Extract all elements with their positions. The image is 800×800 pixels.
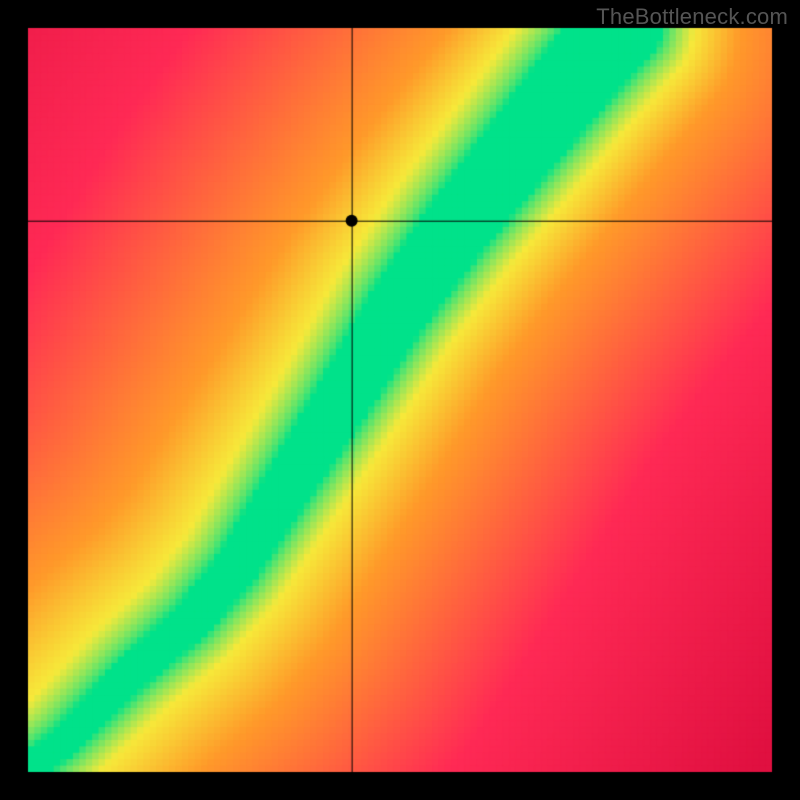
watermark-text: TheBottleneck.com <box>596 4 788 30</box>
heatmap-canvas <box>0 0 800 800</box>
chart-container: TheBottleneck.com <box>0 0 800 800</box>
